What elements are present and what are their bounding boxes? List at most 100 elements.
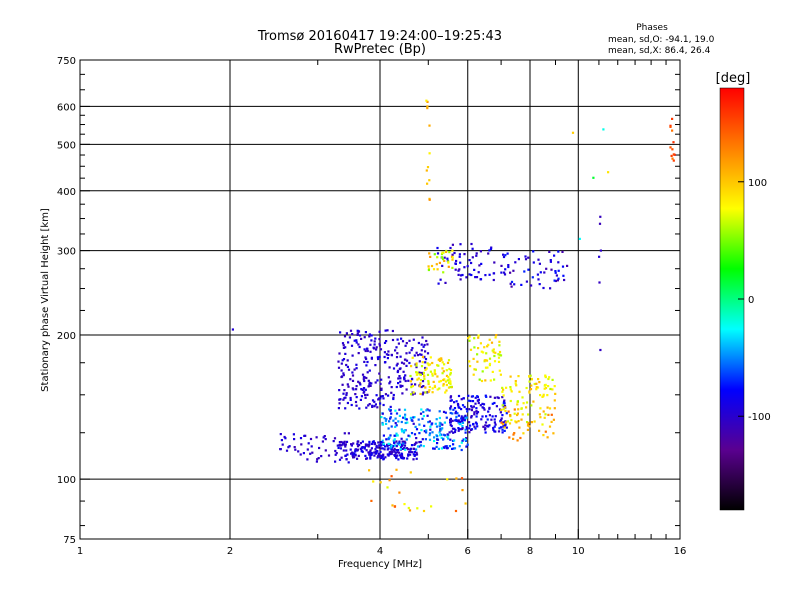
data-point — [389, 417, 392, 420]
data-point — [294, 448, 297, 451]
data-point — [485, 352, 488, 355]
data-point — [536, 386, 540, 389]
data-point — [421, 336, 424, 339]
data-point — [500, 417, 503, 420]
data-point — [482, 407, 485, 410]
data-point — [554, 270, 557, 273]
data-point — [368, 440, 371, 443]
data-point — [320, 455, 323, 458]
data-point — [395, 356, 399, 359]
data-point — [403, 429, 406, 432]
data-point — [491, 370, 494, 373]
data-point — [488, 364, 491, 367]
data-point — [442, 410, 446, 413]
data-point — [465, 276, 468, 279]
data-point — [357, 352, 360, 355]
data-point — [468, 259, 471, 262]
data-point — [400, 443, 403, 446]
data-point — [489, 395, 492, 398]
data-point — [445, 250, 448, 253]
data-point — [342, 346, 345, 349]
colorbar-tick-label: 100 — [748, 178, 767, 189]
data-point — [383, 417, 386, 420]
data-point — [538, 262, 541, 265]
data-point — [415, 373, 418, 376]
data-point — [366, 360, 369, 364]
data-point — [357, 343, 360, 346]
data-point — [438, 359, 442, 362]
data-point — [393, 505, 396, 508]
data-point — [504, 406, 507, 409]
data-point — [520, 407, 523, 410]
data-point — [403, 503, 406, 506]
colorbar: [deg] 100 0 -100 — [716, 71, 771, 511]
data-point — [484, 427, 487, 430]
data-point — [364, 396, 367, 399]
data-point — [396, 338, 399, 341]
data-point — [554, 279, 557, 283]
data-point — [424, 368, 427, 371]
data-point — [389, 380, 392, 383]
data-point — [410, 377, 414, 380]
data-point — [323, 435, 326, 438]
data-point — [436, 388, 439, 391]
data-point — [499, 354, 503, 357]
data-point — [444, 380, 447, 383]
data-point — [405, 438, 408, 441]
plot-area: 1 2 4 6 8 10 16 75 100 200 300 400 500 600 750 — [57, 56, 686, 557]
data-point — [449, 420, 453, 423]
data-point — [503, 273, 507, 276]
data-point — [387, 427, 390, 430]
data-point — [310, 445, 313, 448]
data-point — [488, 273, 491, 276]
data-point — [491, 349, 494, 352]
data-point — [395, 412, 399, 415]
data-point — [390, 412, 393, 415]
data-point — [413, 354, 416, 357]
data-point — [472, 373, 475, 376]
data-point — [451, 447, 454, 450]
data-point — [501, 390, 504, 393]
data-point — [366, 349, 369, 353]
x-tick-label: 8 — [527, 546, 533, 557]
data-point — [345, 332, 348, 335]
data-point — [463, 419, 466, 422]
data-point — [441, 427, 444, 430]
data-point — [438, 424, 441, 427]
data-point — [436, 256, 439, 259]
data-point — [362, 378, 365, 381]
data-point — [470, 405, 473, 408]
data-point — [311, 451, 314, 454]
data-point — [383, 355, 386, 359]
data-point — [492, 426, 495, 430]
data-point — [483, 359, 486, 362]
data-point — [356, 332, 359, 335]
data-point — [408, 435, 411, 438]
data-point — [375, 446, 378, 449]
data-point — [457, 394, 461, 398]
data-point — [477, 271, 480, 274]
data-point — [422, 371, 425, 374]
data-point — [435, 425, 439, 428]
data-point — [557, 269, 560, 272]
data-point — [538, 381, 541, 384]
data-point — [404, 374, 407, 377]
data-point — [332, 440, 335, 443]
data-point — [397, 420, 400, 423]
data-point — [499, 420, 502, 423]
data-point — [401, 392, 404, 395]
data-point — [344, 443, 347, 446]
data-point — [424, 438, 427, 441]
data-point — [502, 394, 505, 397]
data-point — [514, 380, 517, 383]
data-point — [410, 444, 414, 447]
data-point — [375, 394, 378, 397]
data-point — [346, 453, 349, 456]
data-point — [365, 457, 368, 460]
data-point — [468, 339, 471, 342]
data-point — [532, 250, 535, 253]
data-point — [393, 441, 396, 444]
data-point — [384, 456, 387, 459]
data-point — [476, 360, 479, 363]
data-point — [395, 385, 398, 389]
